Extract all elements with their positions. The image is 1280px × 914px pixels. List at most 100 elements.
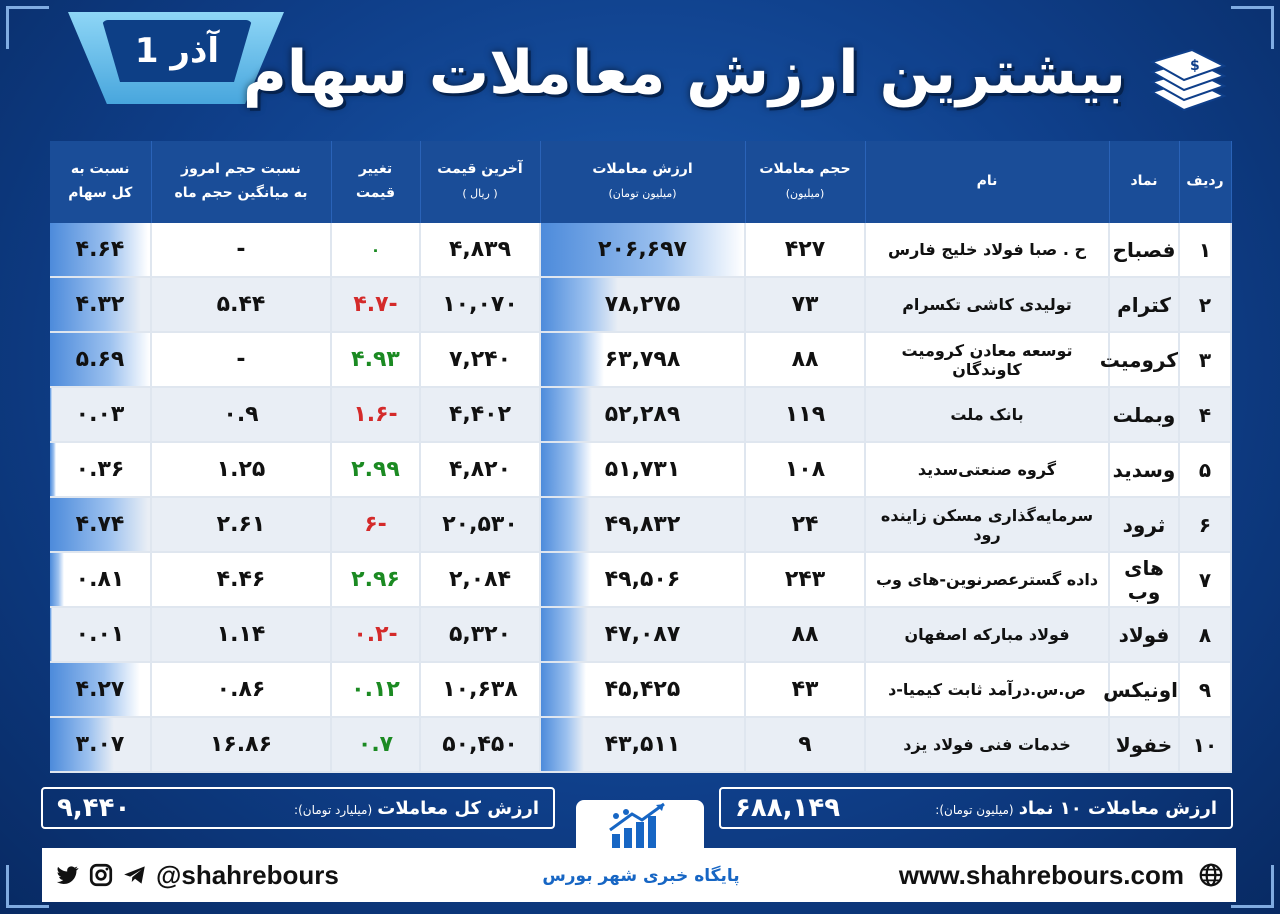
cell-volume: ۲۴۳ — [745, 552, 866, 608]
cell-row: ۴ — [1179, 387, 1232, 443]
cell-value: ۴۵,۴۲۵ — [540, 662, 746, 718]
cell-share-ratio: ۵.۶۹ — [50, 332, 152, 388]
cell-share-ratio-text: ۵.۶۹ — [75, 347, 125, 372]
cell-name: ح . صبا فولاد خلیج فارس — [865, 223, 1110, 278]
cell-last-price: ۵,۳۲۰ — [420, 607, 541, 663]
col-last-price-header: آخرین قیمت( ریال ) — [420, 141, 541, 223]
cell-symbol: فولاد — [1109, 607, 1180, 663]
cell-change: -۶ — [331, 497, 421, 553]
telegram-icon[interactable] — [122, 862, 148, 888]
cell-value: ۵۱,۷۳۱ — [540, 442, 746, 498]
value-bar — [541, 663, 586, 716]
cell-value-text: ۴۳,۵۱۱ — [604, 732, 681, 757]
cell-row: ۹ — [1179, 662, 1232, 718]
cell-name: تولیدی کاشی تکسرام — [865, 277, 1110, 333]
table-row: ۱۰ خفولا خدمات فنی فولاد یزد ۹ ۴۳,۵۱۱ ۵۰,۴۵۰ ۰… — [50, 717, 1232, 773]
chart-growth-icon — [609, 802, 665, 856]
cell-value: ۴۷,۰۸۷ — [540, 607, 746, 663]
cell-last-price: ۴,۴۰۲ — [420, 387, 541, 443]
cell-symbol: وبملت — [1109, 387, 1180, 443]
cell-name: ص.س.درآمد ثابت کیمیا-د — [865, 662, 1110, 718]
cell-volume: ۱۰۸ — [745, 442, 866, 498]
cell-symbol: وسدید — [1109, 442, 1180, 498]
cell-value: ۴۹,۸۳۲ — [540, 497, 746, 553]
col-change-header: تغییر قیمت — [331, 141, 421, 223]
frame-corner — [6, 865, 49, 908]
social-handle[interactable]: @shahrebours — [156, 859, 339, 890]
cell-change: ۲.۹۶ — [331, 552, 421, 608]
value-bar — [50, 553, 64, 606]
table-row: ۴ وبملت بانک ملت ۱۱۹ ۵۲,۲۸۹ ۴,۴۰۲ -۱.۶ ۰.۹ ۰.۰۳ — [50, 387, 1232, 443]
col-name-header: نام — [865, 141, 1110, 223]
cell-vol-ratio: ۰.۸۶ — [151, 662, 332, 718]
value-bar — [50, 718, 114, 771]
cell-symbol: فصباح — [1109, 223, 1180, 278]
cell-share-ratio: ۴.۷۴ — [50, 497, 152, 553]
table-row: ۱ فصباح ح . صبا فولاد خلیج فارس ۴۲۷ ۲۰۶,۶۹۷ ۴… — [50, 223, 1232, 278]
cell-share-ratio: ۳.۰۷ — [50, 717, 152, 773]
cell-value-text: ۴۷,۰۸۷ — [604, 622, 681, 647]
table-row: ۳ کرومیت توسعه معادن کرومیت کاوندگان ۸۸ ۶۳,۷… — [50, 332, 1232, 388]
cell-share-ratio-text: ۰.۰۳ — [75, 402, 125, 427]
value-bar — [50, 443, 56, 496]
cell-share-ratio: ۴.۶۴ — [50, 223, 152, 278]
cell-value-text: ۷۸,۲۷۵ — [604, 292, 681, 317]
value-bar — [50, 498, 148, 551]
cell-volume: ۱۱۹ — [745, 387, 866, 443]
value-bar — [50, 608, 52, 661]
website: www.shahrebours.com — [899, 860, 1224, 891]
cell-last-price: ۴,۸۳۹ — [420, 223, 541, 278]
cell-share-ratio-text: ۰.۳۶ — [75, 457, 125, 482]
twitter-icon[interactable] — [54, 862, 80, 888]
table-row: ۸ فولاد فولاد مبارکه اصفهان ۸۸ ۴۷,۰۸۷ ۵,۳۲۰ -۰… — [50, 607, 1232, 663]
page-title: بیشترین ارزش معاملات سهام — [242, 38, 1126, 108]
total-value-label: ارزش کل معاملات — [377, 797, 539, 819]
value-bar — [541, 223, 744, 276]
cell-share-ratio: ۴.۳۲ — [50, 277, 152, 333]
cell-symbol: ثرود — [1109, 497, 1180, 553]
table-header-row: ردیف نماد نام حجم معاملات (میلیون) ارزش م… — [50, 141, 1232, 223]
value-bar — [541, 333, 604, 386]
cell-change: -۱.۶ — [331, 387, 421, 443]
total-value-unit: (میلیارد تومان): — [294, 802, 373, 817]
instagram-icon[interactable] — [88, 862, 114, 888]
cell-share-ratio-text: ۳.۰۷ — [75, 732, 125, 757]
cell-share-ratio-text: ۴.۷۴ — [75, 512, 125, 537]
cell-vol-ratio: ۴.۴۶ — [151, 552, 332, 608]
cell-change: ۰.۷ — [331, 717, 421, 773]
top10-value-label: ارزش معاملات ۱۰ نماد — [1018, 797, 1217, 819]
cell-share-ratio-text: ۴.۶۴ — [75, 237, 125, 262]
cell-value: ۶۳,۷۹۸ — [540, 332, 746, 388]
cell-name: سرمایه‌گذاری مسکن زاینده رود — [865, 497, 1110, 553]
cell-symbol: کترام — [1109, 277, 1180, 333]
cell-value: ۵۲,۲۸۹ — [540, 387, 746, 443]
cell-value: ۲۰۶,۶۹۷ — [540, 223, 746, 278]
cell-last-price: ۱۰,۶۳۸ — [420, 662, 541, 718]
col-value-header: ارزش معاملات (میلیون تومان) — [540, 141, 746, 223]
cell-name: فولاد مبارکه اصفهان — [865, 607, 1110, 663]
cell-value: ۷۸,۲۷۵ — [540, 277, 746, 333]
cell-row: ۵ — [1179, 442, 1232, 498]
cell-value-text: ۴۹,۸۳۲ — [604, 512, 681, 537]
cell-vol-ratio: ۲.۶۱ — [151, 497, 332, 553]
cell-last-price: ۴,۸۲۰ — [420, 442, 541, 498]
cell-row: ۱ — [1179, 223, 1232, 278]
col-symbol-header: نماد — [1109, 141, 1180, 223]
website-url[interactable]: www.shahrebours.com — [898, 859, 1184, 890]
col-volume-header: حجم معاملات (میلیون) — [745, 141, 866, 223]
frame-corner — [1231, 865, 1274, 908]
table-row: ۲ کترام تولیدی کاشی تکسرام ۷۳ ۷۸,۲۷۵ ۱۰,۰۷۰ -۴… — [50, 277, 1232, 333]
cell-symbol: خفولا — [1109, 717, 1180, 773]
cell-share-ratio: ۰.۸۱ — [50, 552, 152, 608]
cell-share-ratio: ۰.۰۱ — [50, 607, 152, 663]
table-row: ۶ ثرود سرمایه‌گذاری مسکن زاینده رود ۲۴ ۴۹,۸۳… — [50, 497, 1232, 553]
value-bar — [50, 333, 150, 386]
cell-row: ۶ — [1179, 497, 1232, 553]
cell-volume: ۷۳ — [745, 277, 866, 333]
value-bar — [541, 278, 619, 331]
table-row: ۷ های وب داده گسترعصرنوین-های وب ۲۴۳ ۴۹,۵۰۶ ۲… — [50, 552, 1232, 608]
cell-value-text: ۵۱,۷۳۱ — [604, 457, 681, 482]
cell-value-text: ۴۹,۵۰۶ — [604, 567, 681, 592]
cell-volume: ۲۴ — [745, 497, 866, 553]
value-bar — [541, 608, 588, 661]
